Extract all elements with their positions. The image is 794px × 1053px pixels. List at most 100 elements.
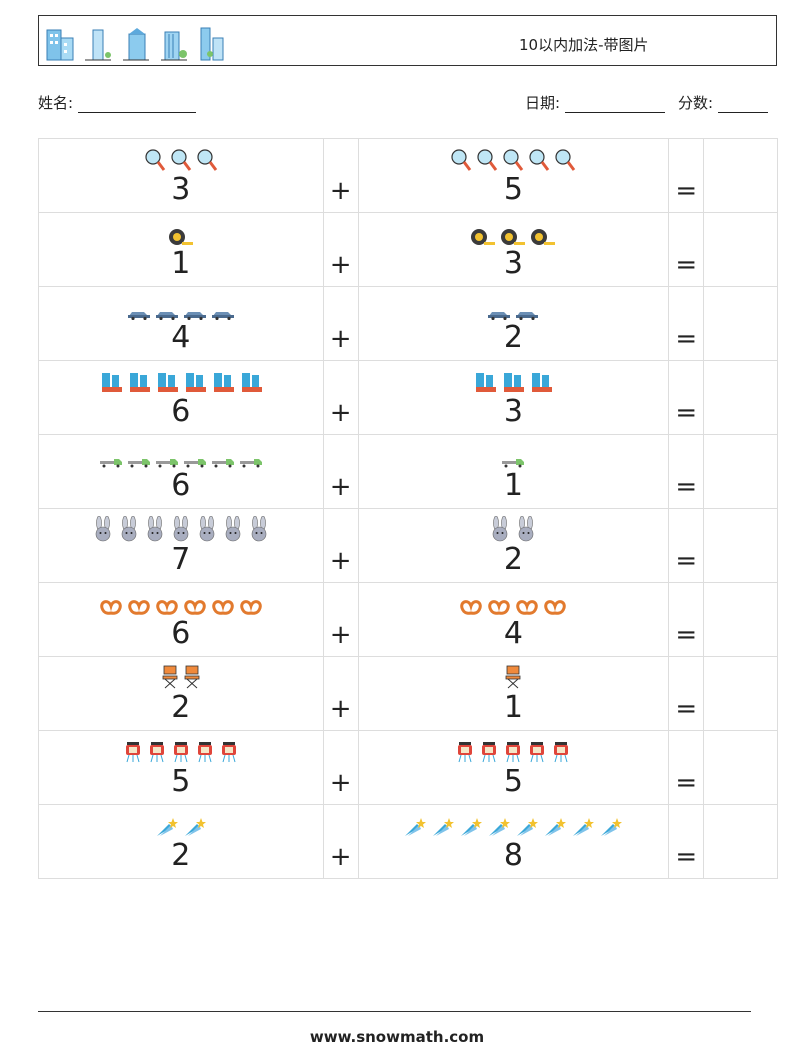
truck-icon (99, 456, 123, 468)
addend-a-cell: 2 (38, 656, 324, 731)
lantern-icon (455, 740, 475, 764)
pretzel-icon (239, 598, 263, 616)
addend-b-cell: 4 (357, 582, 670, 657)
equals-sign: = (675, 472, 698, 502)
answer-cell[interactable] (703, 138, 778, 213)
addend-b-icons (501, 442, 525, 468)
name-blank[interactable] (77, 98, 196, 113)
pretzel-icon (99, 598, 123, 616)
addend-b: 5 (503, 764, 523, 799)
name-field: 姓名: (38, 92, 196, 113)
answer-cell[interactable] (703, 582, 778, 657)
addend-a-icons (155, 812, 207, 838)
addend-b-icons (403, 812, 623, 838)
addend-a-icons (168, 220, 194, 246)
equals-cell: = (668, 360, 705, 435)
answer-cell[interactable] (703, 656, 778, 731)
addend-b: 2 (503, 320, 523, 355)
addend-b: 1 (503, 690, 523, 725)
addend-a: 4 (171, 320, 191, 355)
boots-icon (211, 372, 235, 394)
plus-cell: + (322, 212, 359, 287)
addend-b-icons (504, 664, 522, 690)
rabbit-icon (118, 516, 140, 542)
problem-row: 7 +2 = (38, 508, 778, 583)
truck-icon (155, 456, 179, 468)
addend-b-icons (473, 368, 553, 394)
addend-a-cell: 6 (38, 360, 324, 435)
shooting-star-icon (155, 816, 179, 838)
rabbit-icon (248, 516, 270, 542)
equals-sign: = (675, 620, 698, 650)
problem-row: 6 +3 = (38, 360, 778, 435)
lantern-icon (551, 740, 571, 764)
plus-sign: + (329, 398, 352, 428)
rabbit-icon (196, 516, 218, 542)
score-field: 分数: (678, 92, 768, 113)
boots-icon (239, 372, 263, 394)
problem-row: 1 +3 = (38, 212, 778, 287)
answer-cell[interactable] (703, 434, 778, 509)
addend-a: 1 (171, 246, 191, 281)
lantern-icon (171, 740, 191, 764)
boots-icon (127, 372, 151, 394)
rabbit-icon (92, 516, 114, 542)
equals-cell: = (668, 730, 705, 805)
footer-divider (38, 1011, 751, 1012)
problem-row: 2 +1 = (38, 656, 778, 731)
equals-sign: = (675, 842, 698, 872)
chair-icon (183, 664, 201, 690)
magnifier-icon (196, 148, 218, 172)
boots-icon (501, 372, 525, 394)
boots-icon (155, 372, 179, 394)
addend-b-icons (487, 294, 539, 320)
answer-cell[interactable] (703, 286, 778, 361)
truck-icon (501, 456, 525, 468)
truck-icon (183, 456, 207, 468)
equals-cell: = (668, 804, 705, 879)
plus-sign: + (329, 250, 352, 280)
pretzel-icon (127, 598, 151, 616)
name-label: 姓名: (38, 94, 74, 112)
addend-b: 8 (503, 838, 523, 873)
date-blank[interactable] (564, 98, 665, 113)
equals-sign: = (675, 768, 698, 798)
addend-a: 2 (171, 690, 191, 725)
addend-b-cell: 3 (357, 212, 670, 287)
boots-icon (183, 372, 207, 394)
car-icon (211, 308, 235, 320)
addend-b-cell: 5 (357, 730, 670, 805)
header-box: 10以内加法-带图片 (38, 15, 777, 66)
lantern-icon (503, 740, 523, 764)
answer-cell[interactable] (703, 508, 778, 583)
answer-cell[interactable] (703, 360, 778, 435)
rabbit-icon (489, 516, 511, 542)
lantern-icon (479, 740, 499, 764)
score-blank[interactable] (717, 98, 768, 113)
pretzel-icon (183, 598, 207, 616)
equals-cell: = (668, 582, 705, 657)
lantern-icon (219, 740, 239, 764)
addend-b: 4 (503, 616, 523, 651)
answer-cell[interactable] (703, 804, 778, 879)
pretzel-icon (459, 598, 483, 616)
boots-icon (99, 372, 123, 394)
lantern-icon (123, 740, 143, 764)
magnifier-icon (450, 148, 472, 172)
shooting-star-icon (487, 816, 511, 838)
shooting-star-icon (599, 816, 623, 838)
plus-sign: + (329, 694, 352, 724)
equals-sign: = (675, 398, 698, 428)
plus-cell: + (322, 360, 359, 435)
addend-a-icons (127, 294, 235, 320)
addend-b: 5 (503, 172, 523, 207)
addend-a-icons (144, 146, 218, 172)
answer-cell[interactable] (703, 730, 778, 805)
building-icon (161, 31, 187, 61)
answer-cell[interactable] (703, 212, 778, 287)
plus-sign: + (329, 842, 352, 872)
addend-a: 6 (171, 394, 191, 429)
problem-row: 2 +8 = (38, 804, 778, 879)
addend-a-cell: 6 (38, 434, 324, 509)
plus-cell: + (322, 582, 359, 657)
